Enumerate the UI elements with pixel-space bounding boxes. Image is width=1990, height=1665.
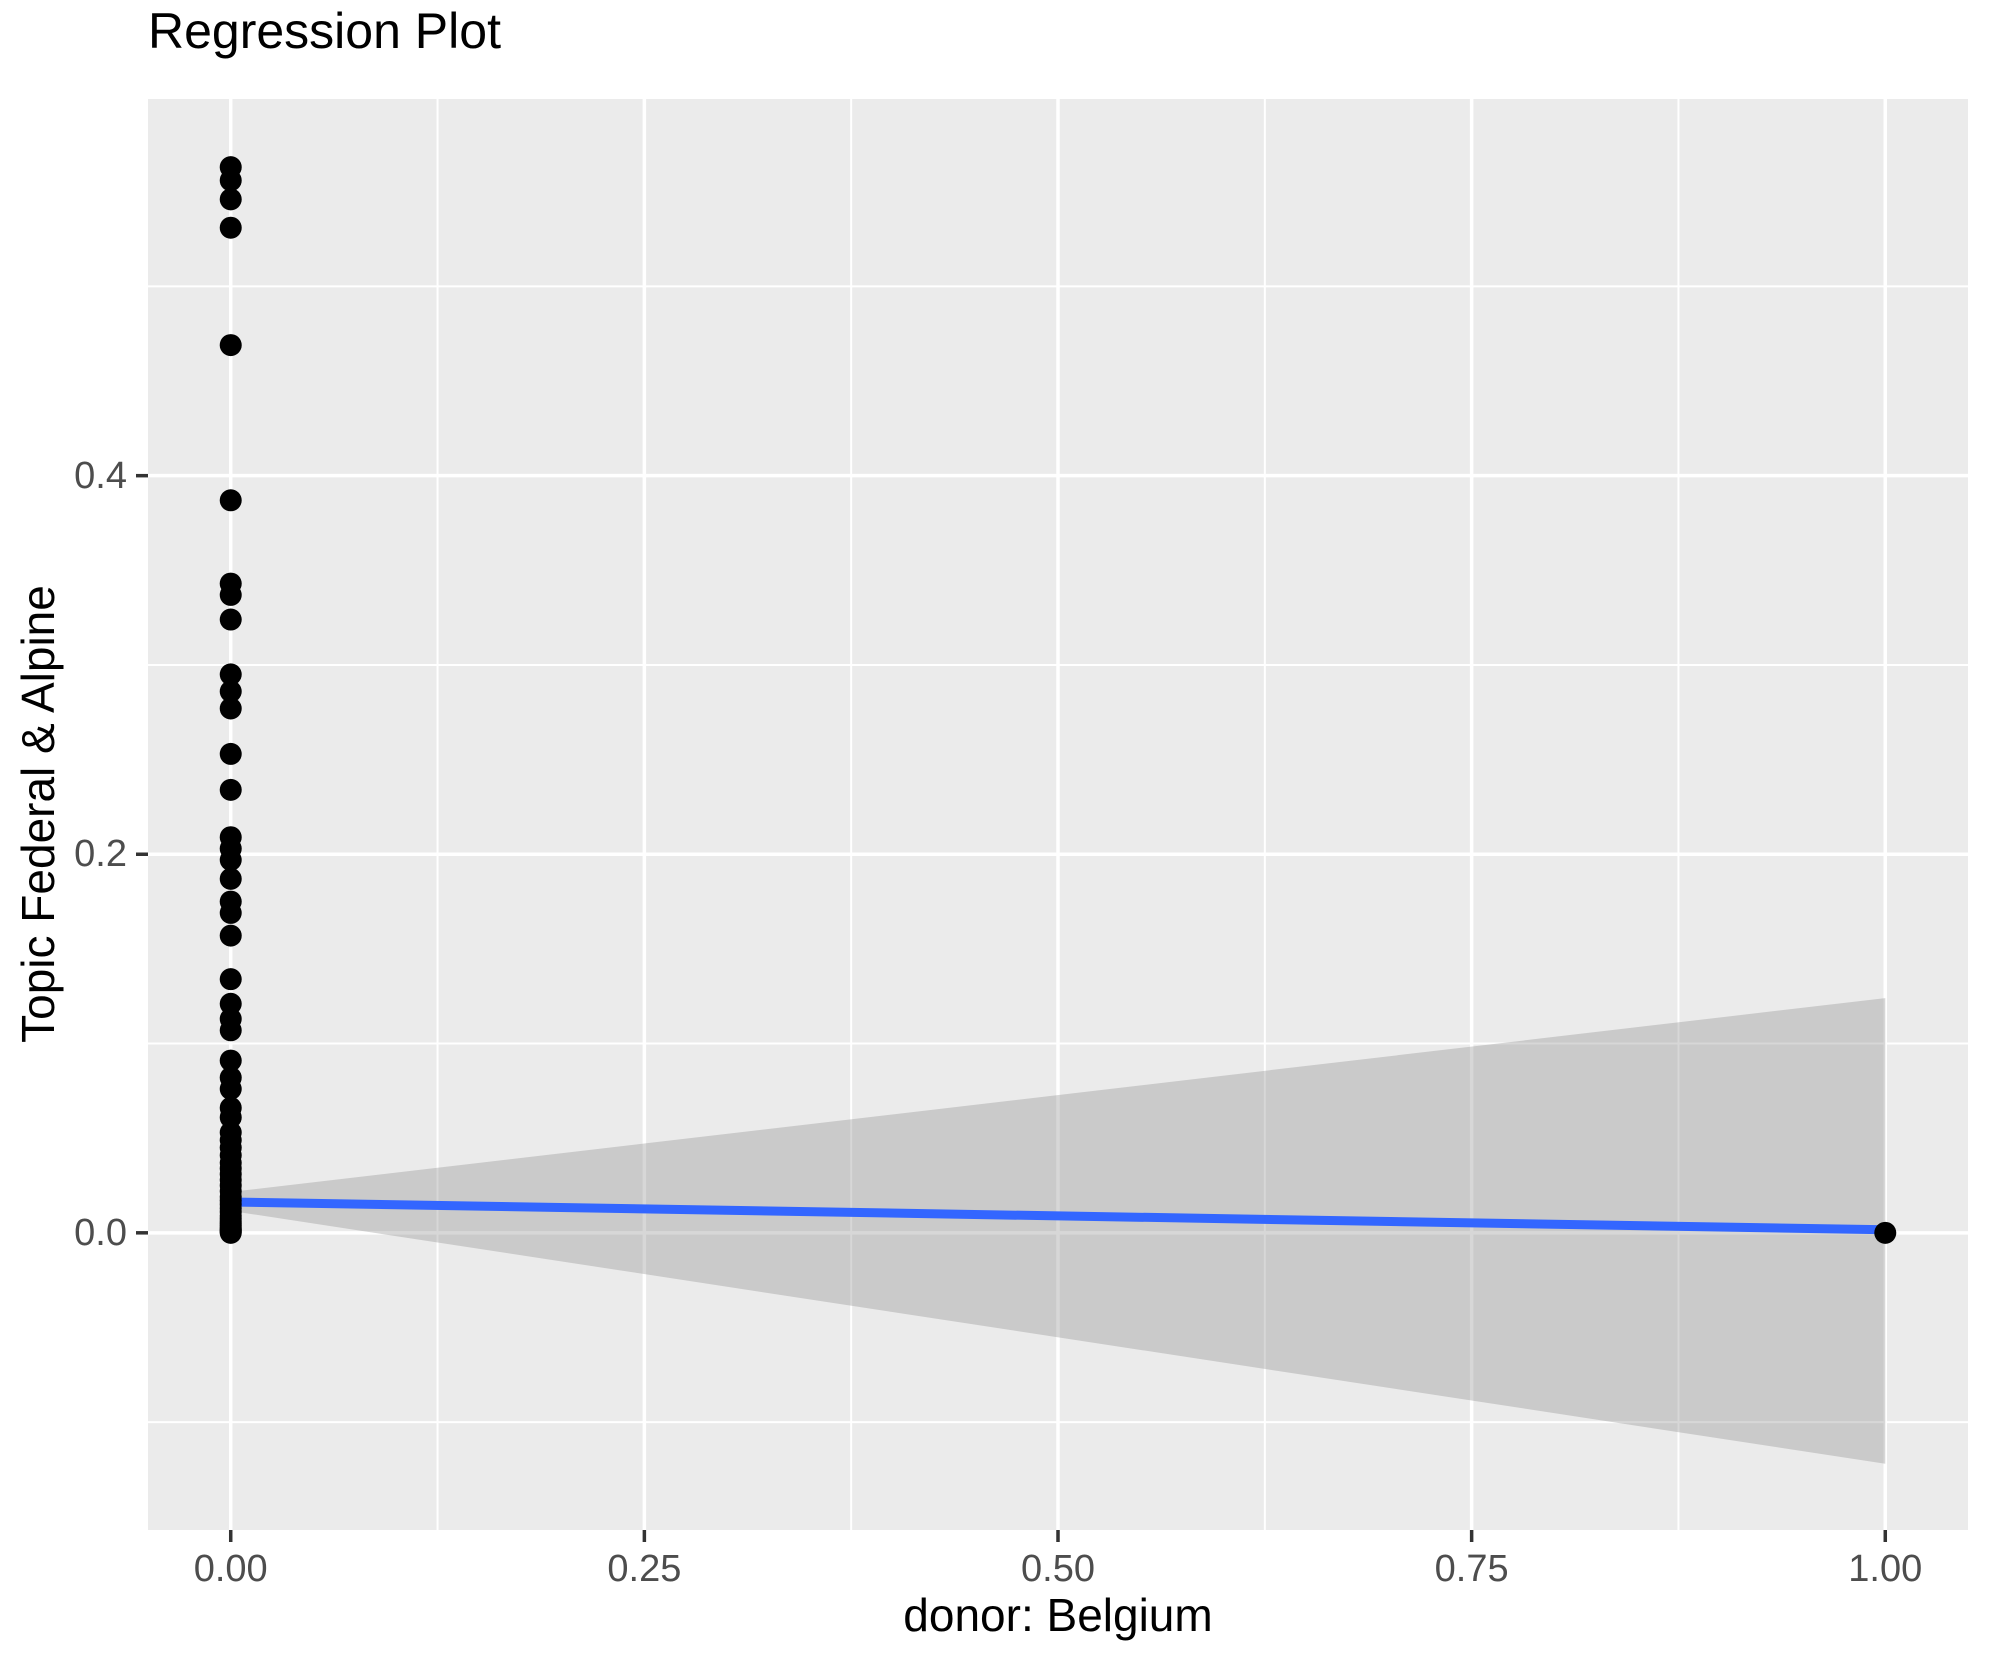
data-point (219, 778, 242, 801)
data-point (219, 924, 242, 947)
x-tick-label: 0.50 (1021, 1548, 1095, 1590)
data-point (219, 1019, 242, 1042)
y-tick-label: 0.0 (74, 1211, 127, 1254)
data-point (1874, 1221, 1897, 1244)
data-point (219, 334, 242, 357)
x-tick-label: 0.75 (1434, 1548, 1509, 1590)
regression-line (230, 1197, 1886, 1235)
data-point (219, 169, 242, 192)
data-point (219, 216, 242, 239)
data-point (219, 848, 242, 871)
data-point (219, 1077, 242, 1100)
data-point (219, 697, 242, 720)
data-point (219, 1049, 242, 1072)
data-point (219, 583, 242, 606)
y-tick-label: 0.4 (74, 454, 127, 497)
x-tick-label: 1.00 (1848, 1548, 1923, 1590)
plot-title: Regression Plot (148, 3, 501, 59)
x-tick-label: 0.25 (607, 1548, 682, 1590)
data-point (219, 901, 242, 924)
data-point (219, 992, 242, 1015)
data-point (219, 188, 242, 211)
data-point (219, 742, 242, 765)
x-tick-label: 0.00 (193, 1548, 268, 1590)
data-point (219, 680, 242, 703)
confidence-band (230, 998, 1886, 1464)
data-point (219, 489, 242, 512)
data-point (219, 608, 242, 631)
data-point (219, 1106, 242, 1129)
data-point (219, 1221, 242, 1244)
data-point (219, 968, 242, 991)
y-tick-label: 0.2 (74, 833, 127, 876)
x-axis-title: donor: Belgium (903, 1589, 1213, 1641)
data-point (219, 663, 242, 686)
data-point (219, 867, 242, 890)
